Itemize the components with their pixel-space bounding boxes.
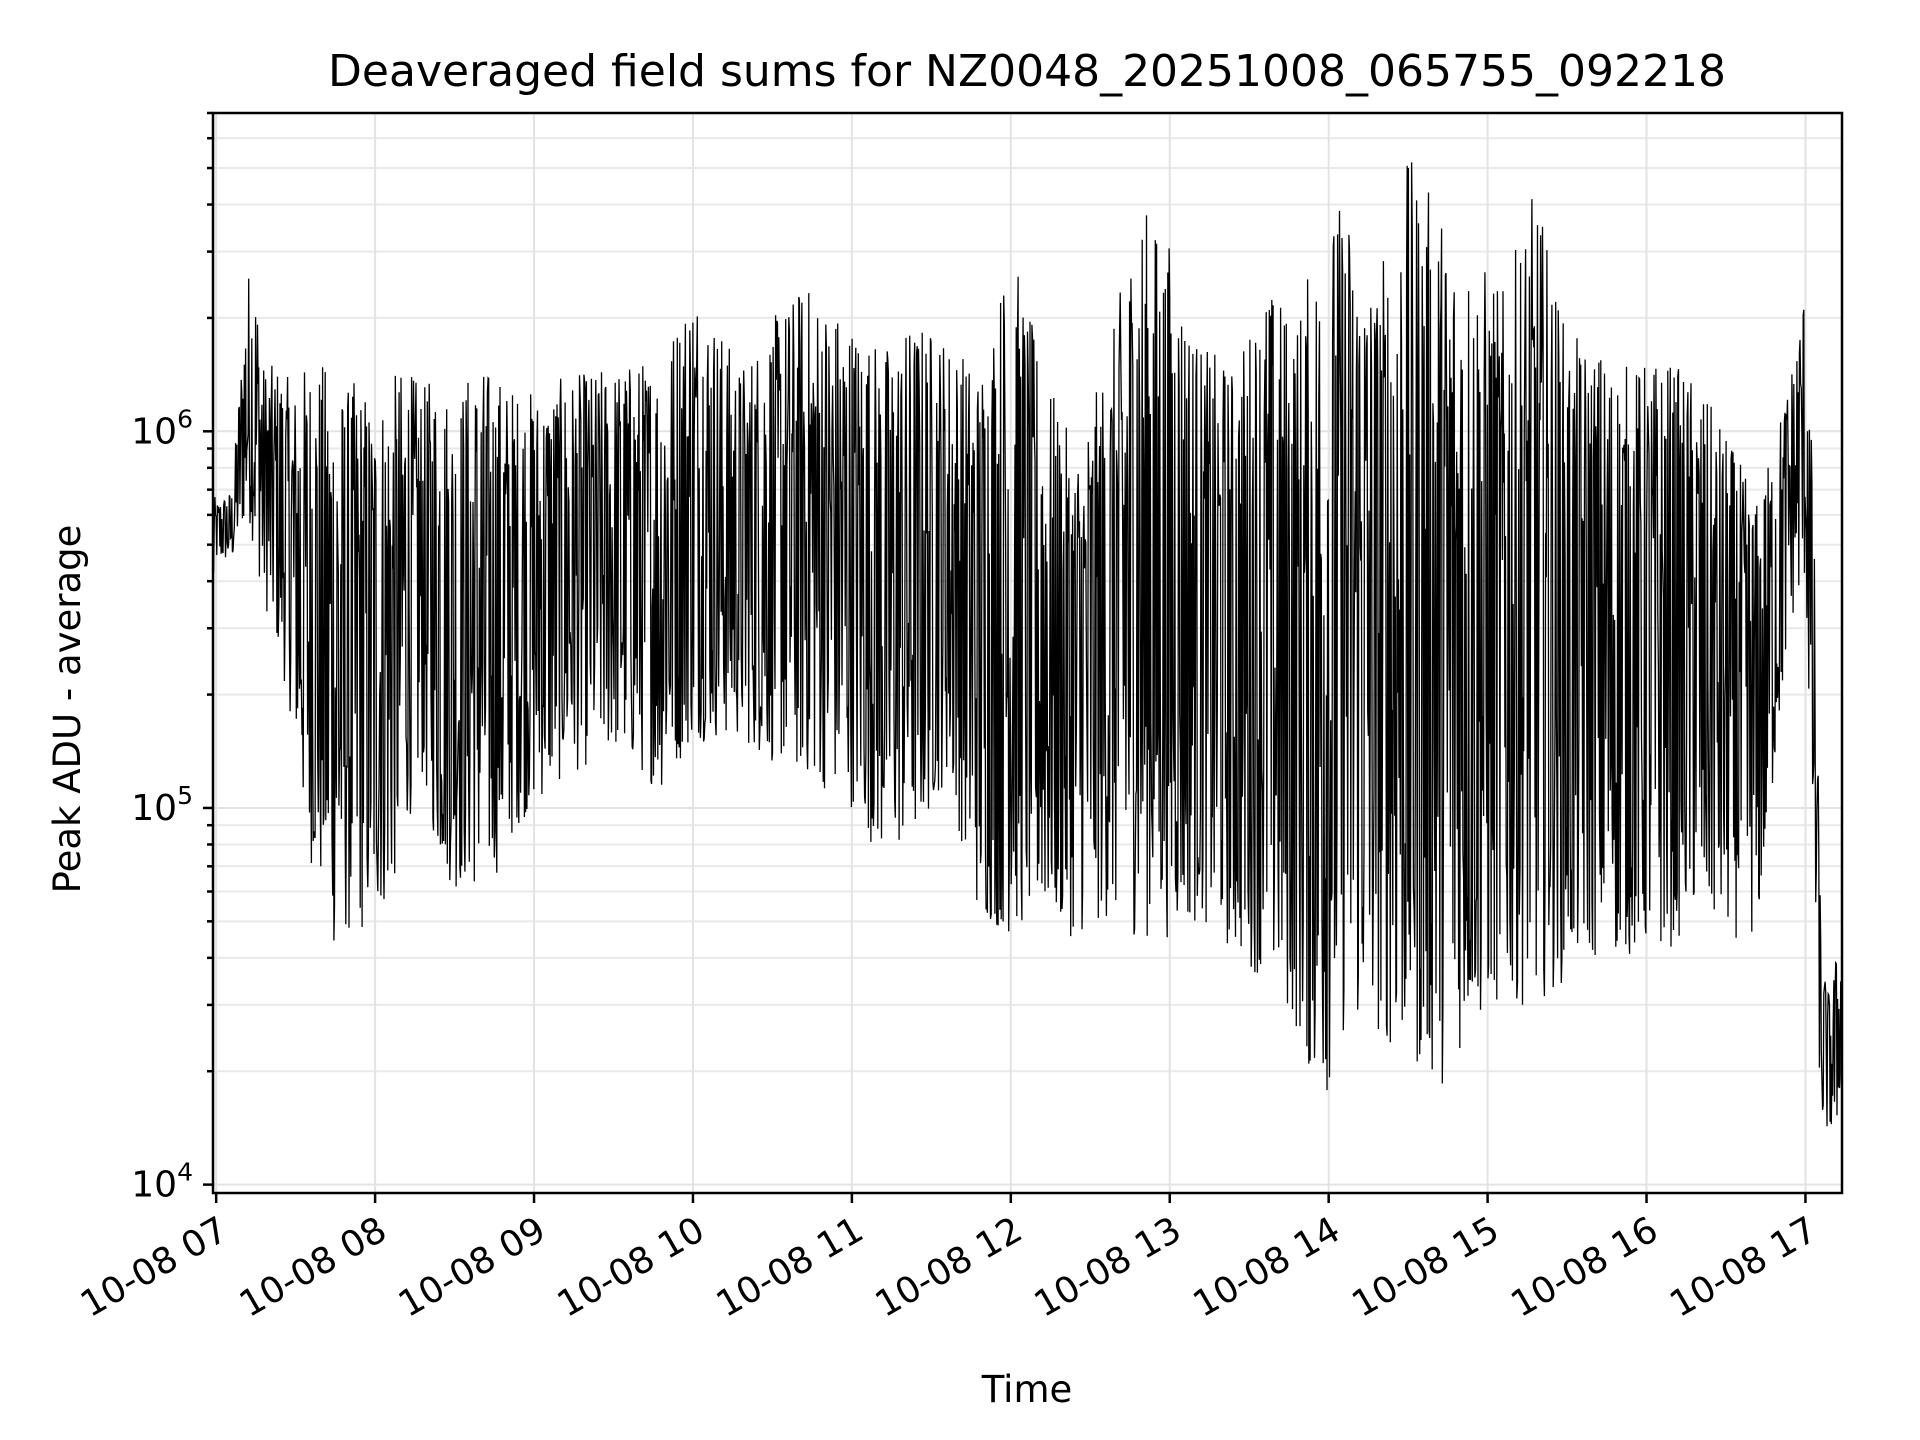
series-line bbox=[212, 162, 1843, 1127]
plot-frame bbox=[211, 111, 1844, 1195]
chart-title: Deaveraged field sums for NZ0048_2025100… bbox=[328, 46, 1726, 97]
y-tick-label: 106 bbox=[131, 404, 193, 452]
data-series bbox=[212, 162, 1843, 1127]
y-axis-ticks: 104 105 106 bbox=[131, 111, 213, 1206]
y-axis-label: Peak ADU - average bbox=[46, 525, 89, 894]
y-tick-label: 104 bbox=[131, 1158, 193, 1206]
x-axis-label: Time bbox=[981, 1368, 1073, 1411]
y-tick-label: 105 bbox=[131, 781, 193, 829]
